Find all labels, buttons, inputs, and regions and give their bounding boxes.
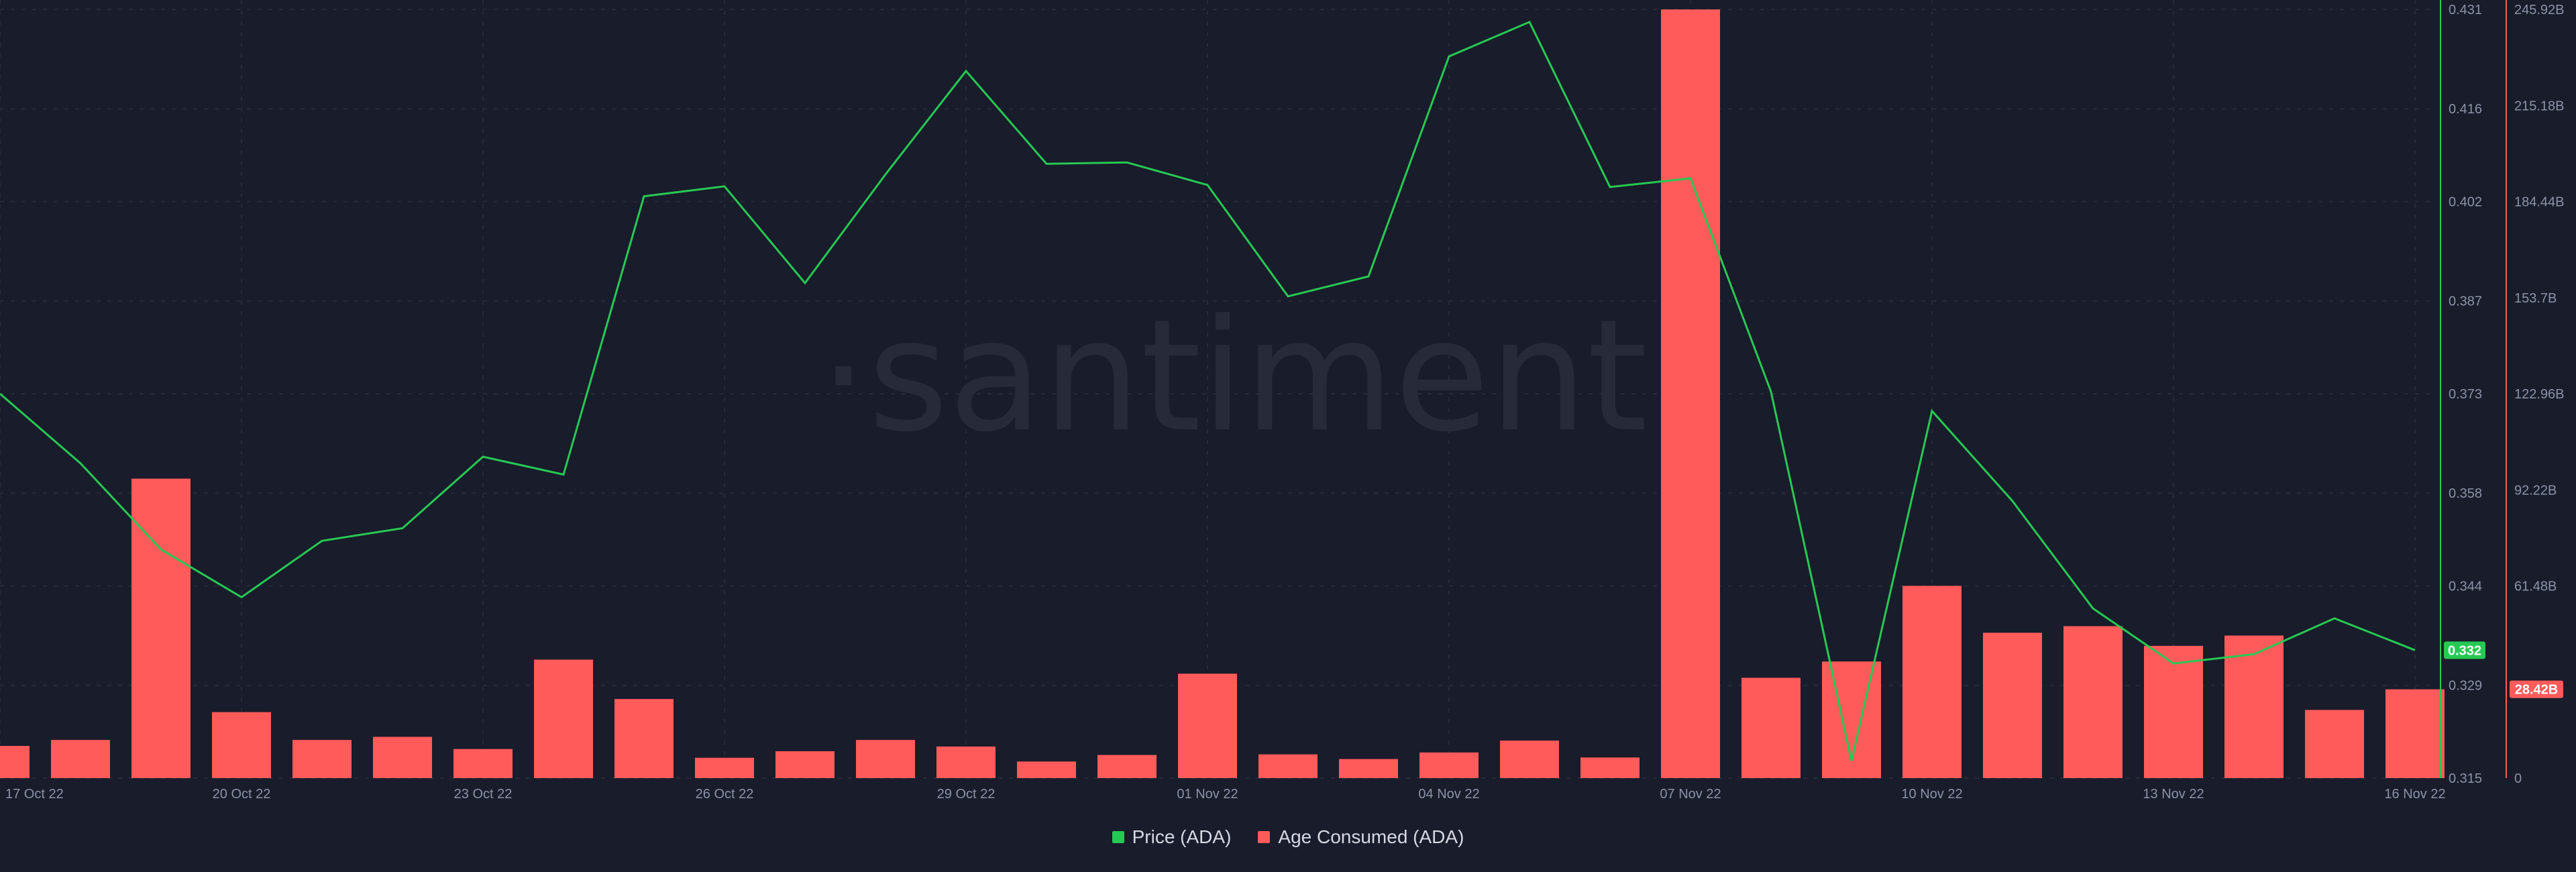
age-consumed-bar — [1983, 633, 2042, 778]
age-consumed-bar — [2305, 710, 2364, 778]
legend-item-price[interactable]: Price (ADA) — [1112, 826, 1232, 848]
age-badge-value: 28.42B — [2515, 683, 2559, 698]
age-consumed-bar — [0, 746, 30, 778]
price-tick-label: 0.431 — [2449, 3, 2482, 17]
age-consumed-bar — [292, 740, 352, 778]
age-consumed-bar — [614, 699, 674, 778]
price-badge: 0.332 — [2444, 641, 2485, 659]
price-tick-label: 0.315 — [2449, 771, 2482, 786]
age-consumed-bar — [212, 712, 271, 778]
age-consumed-bar — [2144, 645, 2203, 778]
x-tick-label: 16 Nov 22 — [2384, 787, 2445, 802]
age-consumed-bar — [534, 659, 593, 778]
price-tick-label: 0.416 — [2449, 102, 2482, 117]
legend-label-age-consumed: Age Consumed (ADA) — [1278, 826, 1464, 847]
x-tick-label: 10 Nov 22 — [1901, 787, 1962, 802]
age-badge: 28.42B — [2510, 680, 2563, 698]
age-consumed-bar — [2224, 635, 2284, 778]
legend-label-price: Price (ADA) — [1132, 826, 1232, 847]
age-consumed-bar — [2063, 626, 2123, 778]
age-consumed-bar — [1178, 673, 1237, 778]
age-consumed-bar — [1741, 677, 1801, 778]
price-tick-label: 0.329 — [2449, 679, 2482, 694]
x-tick-label: 17 Oct 22 — [5, 787, 64, 802]
x-tick-label: 29 Oct 22 — [937, 787, 996, 802]
price-badge-bg — [2444, 641, 2485, 659]
age-tick-label: 92.22B — [2514, 483, 2557, 498]
price-tick-label: 0.402 — [2449, 195, 2482, 210]
price-line — [0, 20, 2416, 761]
x-axis-ticks: 17 Oct 22 20 Oct 22 23 Oct 22 26 Oct 22 29 O… — [5, 787, 2446, 802]
age-tick-label: 61.48B — [2514, 580, 2557, 594]
age-tick-label: 245.92B — [2514, 3, 2565, 17]
age-consumed-bar — [1097, 755, 1157, 778]
age-consumed-bar — [1419, 752, 1479, 778]
age-tick-label: 0 — [2514, 771, 2522, 786]
age-consumed-bar — [1258, 754, 1318, 778]
age-tick-label: 122.96B — [2514, 387, 2565, 402]
age-consumed-bar — [1902, 586, 1962, 778]
price-swatch — [1112, 831, 1124, 843]
age-badge-bg — [2510, 680, 2563, 698]
age-consumed-bar — [1580, 757, 1640, 778]
price-tick-label: 0.373 — [2449, 387, 2482, 402]
age-consumed-bar — [1017, 761, 1076, 778]
age-consumed-bars — [0, 9, 2445, 778]
age-consumed-bar — [936, 746, 996, 778]
watermark: ·santiment· — [819, 287, 1697, 466]
price-tick-label: 0.344 — [2449, 580, 2482, 594]
x-tick-label: 04 Nov 22 — [1418, 787, 1479, 802]
price-axis-ticks: 0.431 0.416 0.402 0.387 0.373 0.358 0.344 0.329… — [2449, 3, 2482, 786]
age-consumed-bar — [695, 757, 754, 778]
age-tick-label: 184.44B — [2514, 195, 2565, 210]
legend: Price (ADA) Age Consumed (ADA) — [0, 826, 2576, 848]
age-consumed-bar — [2385, 689, 2445, 778]
age-consumed-bar — [856, 740, 915, 778]
age-consumed-bar — [51, 740, 110, 778]
age-consumed-bar — [453, 749, 513, 778]
age-tick-label: 215.18B — [2514, 99, 2565, 113]
age-consumed-bar — [131, 478, 191, 778]
age-consumed-bar — [1661, 9, 1720, 778]
x-tick-label: 01 Nov 22 — [1177, 787, 1238, 802]
price-tick-label: 0.358 — [2449, 486, 2482, 501]
age-axis-ticks: 245.92B 215.18B 184.44B 153.7B 122.96B 92.22B… — [2514, 3, 2565, 786]
age-consumed-bar — [373, 737, 432, 778]
x-tick-label: 20 Oct 22 — [213, 787, 271, 802]
age-consumed-bar — [1500, 741, 1559, 778]
x-tick-label: 13 Nov 22 — [2143, 787, 2204, 802]
age-tick-label: 153.7B — [2514, 291, 2557, 306]
age-consumed-swatch — [1258, 831, 1271, 843]
price-tick-label: 0.387 — [2449, 294, 2482, 309]
x-tick-label: 07 Nov 22 — [1660, 787, 1721, 802]
age-consumed-bar — [1339, 759, 1398, 778]
x-tick-label: 26 Oct 22 — [696, 787, 754, 802]
price-badge-value: 0.332 — [2448, 643, 2481, 658]
x-tick-label: 23 Oct 22 — [454, 787, 513, 802]
legend-item-age-consumed[interactable]: Age Consumed (ADA) — [1258, 826, 1464, 848]
age-consumed-bar — [775, 751, 835, 778]
